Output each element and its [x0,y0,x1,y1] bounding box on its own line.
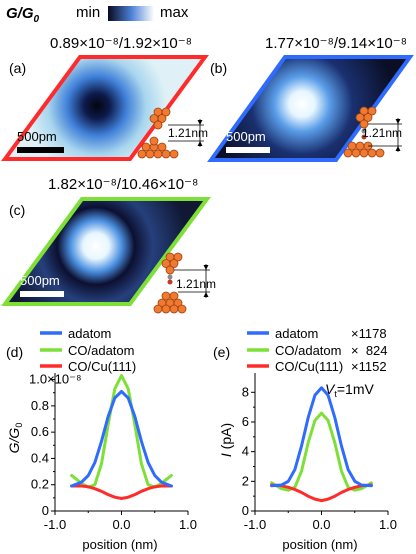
panel-b: 1.77×10⁻⁸/9.14×10⁻⁸ (b) 500pm [207,35,414,162]
panel-c: 1.82×10⁻⁸/10.46×10⁻⁸ (c) 500pm [1,176,216,314]
chart-d-series-0 [70,389,173,488]
colorbar: G/G0 min max [6,4,189,25]
chart-e-legend-factor-1: × 824 [351,343,388,358]
panel-b-ratio: 1.77×10⁻⁸/9.14×10⁻⁸ [265,35,407,52]
panel-a-tip-model [137,107,204,159]
panel-a-border [1,55,209,161]
panel-c-ratio: 1.82×10⁻⁸/10.46×10⁻⁸ [48,176,198,193]
panel-a-scale-text: 500pm [17,129,57,144]
chart-e-legend-text-2: CO/Cu(111) [275,359,343,374]
chart-d-label: (d) [6,344,23,360]
chart-d-ytick-label: 0.2 [31,477,49,492]
chart-e-series-1 [270,411,373,492]
chart-d-xtick-label: -1.0 [44,517,66,532]
panel-c-label: (c) [9,202,25,218]
chart-e: (e) adatom ×1178 CO/adatom × 824 CO/Cu(1… [213,326,397,552]
chart-e-series-2 [270,483,373,503]
chart-d-legend-item-2: CO/Cu(111) [40,359,136,374]
chart-d-ytick-label: 0.6 [31,424,49,439]
chart-e-label: (e) [213,344,230,360]
chart-d-ylabel: G/G0 [6,423,24,454]
chart-d-legend-text-1: CO/adatom [68,343,134,358]
chart-d-legend: adatom CO/adatom CO/Cu(111) [40,326,136,374]
chart-d: (d) adatom CO/adatom CO/Cu(111) 0 0.2 0.4 0… [6,326,197,552]
chart-e-series-0 [270,386,373,488]
panel-a-height-text: 1.21nm [168,126,208,140]
panel-b-height-text: 1.21nm [362,126,402,140]
chart-e-annotation: Vt=1mV [325,381,374,399]
chart-e-xtick-label: 1.0 [379,517,397,532]
chart-e-ytick-label: 8 [242,384,249,399]
panel-c-tip-model [153,252,210,314]
chart-d-xlabel: position (nm) [82,537,157,552]
chart-e-ytick-label: 0 [242,503,249,518]
panel-b-scale-text: 500pm [226,129,266,144]
chart-d-series-2 [70,484,173,500]
chart-d-legend-item-1: CO/adatom [40,343,134,358]
chart-e-xlabel: position (nm) [282,537,357,552]
chart-e-legend-item-0: adatom ×1178 [247,326,387,341]
chart-e-legend-text-1: CO/adatom [275,343,341,358]
chart-e-legend-item-2: CO/Cu(111) ×1152 [247,359,387,374]
chart-e-ylabel: I (pA) [218,423,234,457]
panel-c-height-text: 1.21nm [176,277,216,291]
panel-a-scalebar [17,147,64,153]
panel-b-scalebar [226,147,270,153]
panel-c-border [1,197,211,306]
panel-a-ratio: 0.89×10⁻⁸/1.92×10⁻⁸ [50,35,192,52]
chart-e-xtick-label: -1.0 [244,517,266,532]
panel-c-scale-text: 500pm [20,273,60,288]
chart-e-ytick-label: 2 [242,473,249,488]
panel-a-label: (a) [9,60,26,76]
chart-e-ytick-label: 6 [242,414,249,429]
colorbar-swatch [108,6,154,21]
panel-b-label: (b) [210,60,227,76]
chart-d-xtick-label: 1.0 [179,517,197,532]
chart-e-ytick-label: 4 [242,444,249,459]
chart-e-legend: adatom ×1178 CO/adatom × 824 CO/Cu(111) … [247,326,388,374]
chart-e-legend-factor-2: ×1152 [351,359,387,374]
chart-d-ytick-label: 1.0×10⁻⁸ [29,372,81,387]
panel-c-scalebar [20,291,64,297]
chart-d-ytick-label: 0.4 [31,450,49,465]
chart-d-legend-text-0: adatom [68,326,111,341]
panel-b-border [207,55,414,162]
chart-d-ytick-label: 0 [42,503,49,518]
colorbar-min-label: min [76,4,100,21]
colorbar-symbol: G/G0 [6,5,40,25]
chart-e-legend-item-1: CO/adatom × 824 [247,343,388,358]
chart-d-legend-text-2: CO/Cu(111) [68,359,136,374]
chart-e-legend-text-0: adatom [275,326,318,341]
colorbar-max-label: max [160,4,189,21]
chart-d-legend-item-0: adatom [40,326,111,341]
chart-d-ytick-label: 0.8 [31,398,49,413]
chart-e-legend-factor-0: ×1178 [351,326,387,341]
chart-e-xtick-label: 0.0 [312,517,330,532]
panel-a: 0.89×10⁻⁸/1.92×10⁻⁸ (a) 500pm [1,35,209,161]
panel-b-tip-model [343,106,402,158]
chart-d-xtick-label: 0.0 [112,517,130,532]
